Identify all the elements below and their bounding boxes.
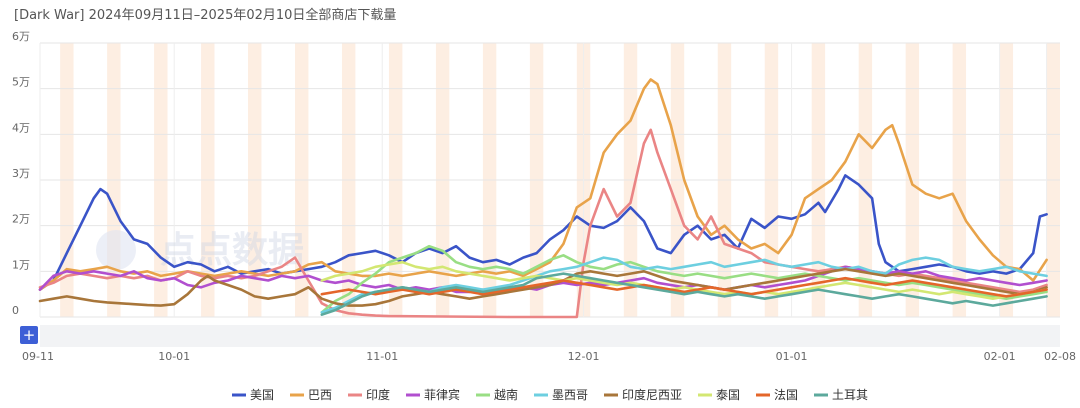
x-tick-label: 10-01 [158, 350, 190, 363]
legend-item-label[interactable]: 墨西哥 [552, 388, 588, 402]
zoom-button[interactable] [20, 326, 38, 344]
y-tick-label: 1万 [12, 258, 30, 271]
series-line-墨西哥[interactable] [320, 256, 1048, 314]
y-tick-label: 6万 [12, 30, 30, 43]
legend-item-label[interactable]: 菲律宾 [424, 387, 460, 402]
y-tick-label: 2万 [12, 213, 30, 226]
x-tick-label: 01-01 [776, 350, 808, 363]
series-line-法国[interactable] [320, 276, 1048, 298]
legend-item-label[interactable]: 印度 [366, 387, 390, 402]
y-tick-label: 5万 [12, 76, 30, 89]
legend-item-label[interactable]: 泰国 [716, 388, 740, 402]
series-line-美国[interactable] [38, 174, 1048, 291]
x-tick-label: 12-01 [568, 350, 600, 363]
navigator-track[interactable] [40, 325, 1060, 347]
legend-item-label[interactable]: 土耳其 [832, 388, 868, 402]
x-axis: 09-11 10-01 11-01 12-01 01-01 02-01 02-08 [22, 350, 1076, 363]
x-tick-label: 09-11 [22, 350, 54, 363]
series-line-土耳其[interactable] [320, 272, 1048, 316]
series-line-泰国[interactable] [320, 260, 1048, 300]
x-tick-label: 02-08 [1044, 350, 1076, 363]
x-tick-label: 02-01 [984, 350, 1016, 363]
y-tick-label: 4万 [12, 121, 30, 134]
y-axis: 0 1万 2万 3万 4万 5万 6万 [12, 30, 30, 317]
y-tick-label: 0 [12, 304, 19, 317]
series-line-印度尼西亚[interactable] [38, 267, 1048, 307]
x-tick-label: 11-01 [366, 350, 398, 363]
legend-item-label[interactable]: 越南 [494, 387, 518, 402]
zoom-button-label[interactable]: + [23, 326, 36, 344]
series-line-越南[interactable] [320, 244, 1048, 314]
legend: 美国 巴西 印度 菲律宾 越南 墨西哥 印度尼西亚 泰国 法国 土耳其 [232, 387, 868, 402]
legend-item-label[interactable]: 美国 [250, 388, 274, 402]
legend-item-label[interactable]: 印度尼西亚 [622, 387, 682, 402]
legend-item-label[interactable]: 法国 [774, 388, 798, 402]
watermark-logo-icon [96, 230, 136, 270]
chart-title: [Dark War] 2024年09月11日–2025年02月10日全部商店下载… [14, 8, 397, 23]
range-navigator: + [20, 325, 1060, 347]
series-lines [38, 78, 1048, 319]
legend-item-label[interactable]: 巴西 [308, 388, 332, 402]
series-line-巴西[interactable] [38, 78, 1048, 291]
series-line-印度[interactable] [38, 128, 1048, 319]
y-tick-label: 3万 [12, 167, 30, 180]
